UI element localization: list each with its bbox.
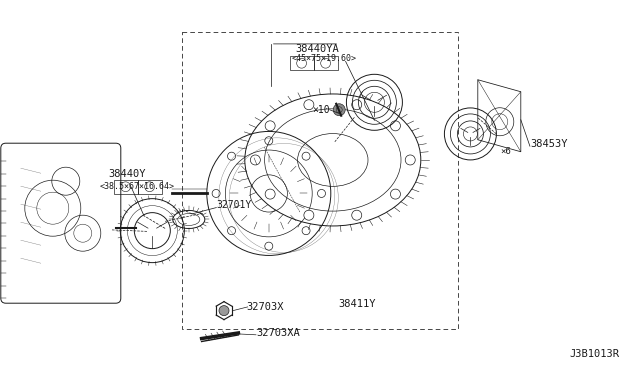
Bar bbox=[314, 56, 338, 70]
Text: <38.5×67×16.64>: <38.5×67×16.64> bbox=[99, 182, 174, 191]
Circle shape bbox=[333, 104, 345, 116]
Bar bbox=[290, 56, 314, 70]
Circle shape bbox=[228, 152, 236, 160]
Text: 32703X: 32703X bbox=[246, 302, 284, 312]
Bar bbox=[138, 180, 161, 194]
Circle shape bbox=[265, 137, 273, 145]
Circle shape bbox=[250, 155, 260, 165]
Circle shape bbox=[304, 210, 314, 220]
Circle shape bbox=[390, 121, 401, 131]
Text: 38453Y: 38453Y bbox=[530, 140, 568, 149]
Circle shape bbox=[352, 210, 362, 220]
Bar bbox=[114, 180, 138, 194]
Circle shape bbox=[302, 227, 310, 235]
Text: ×6: ×6 bbox=[500, 147, 511, 156]
Circle shape bbox=[228, 227, 236, 235]
Text: 38440Y: 38440Y bbox=[109, 169, 147, 179]
Circle shape bbox=[352, 100, 362, 110]
Text: J3B1013R: J3B1013R bbox=[570, 349, 620, 359]
Circle shape bbox=[304, 100, 314, 110]
Circle shape bbox=[265, 242, 273, 250]
Bar bbox=[182, 32, 458, 329]
Text: 38440YA: 38440YA bbox=[296, 44, 339, 54]
Circle shape bbox=[265, 189, 275, 199]
Circle shape bbox=[390, 189, 401, 199]
Circle shape bbox=[265, 121, 275, 131]
Text: 32701Y: 32701Y bbox=[216, 201, 252, 210]
Circle shape bbox=[405, 155, 415, 165]
Text: 32703XA: 32703XA bbox=[256, 328, 300, 338]
Circle shape bbox=[302, 152, 310, 160]
Circle shape bbox=[317, 189, 326, 198]
Text: 38411Y: 38411Y bbox=[338, 299, 376, 309]
Text: ×10: ×10 bbox=[312, 105, 330, 115]
Circle shape bbox=[219, 306, 229, 315]
Text: <45×75×19.60>: <45×75×19.60> bbox=[291, 54, 356, 63]
Circle shape bbox=[212, 189, 220, 198]
